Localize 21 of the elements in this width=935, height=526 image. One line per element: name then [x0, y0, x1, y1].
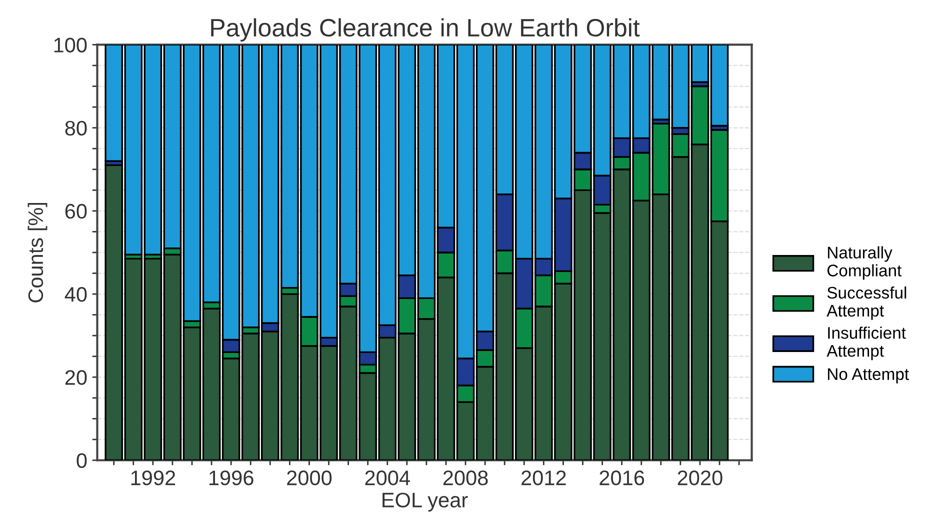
y-tick-label: 80	[65, 120, 87, 136]
chart-title: Payloads Clearance in Low Earth Orbit	[211, 18, 640, 42]
x-tick-label: 2004	[365, 470, 410, 486]
x-tick-label: 2020	[678, 470, 722, 486]
x-axis-title: EOL year	[382, 492, 468, 512]
legend-label: Successful Attempt	[826, 286, 906, 320]
x-tick-label: 2012	[522, 470, 566, 486]
x-tick-label: 2016	[600, 470, 644, 486]
y-tick-label: 0	[76, 453, 87, 468]
x-tick-label: 2008	[443, 470, 488, 486]
y-tick-label: 100	[54, 38, 87, 52]
y-axis-title: Counts [%]	[28, 203, 48, 302]
y-tick-label: 20	[65, 370, 87, 385]
x-tick-label: 1992	[131, 470, 176, 486]
x-tick-label: 2000	[287, 470, 332, 486]
legend-label: No Attempt	[828, 368, 909, 384]
y-tick-label: 60	[65, 204, 87, 219]
legend-label: Insufficient Attempt	[826, 326, 906, 360]
legend-label: Naturally Compliant	[827, 246, 902, 280]
x-tick-label: 1996	[209, 470, 254, 486]
y-tick-label: 40	[64, 287, 87, 302]
